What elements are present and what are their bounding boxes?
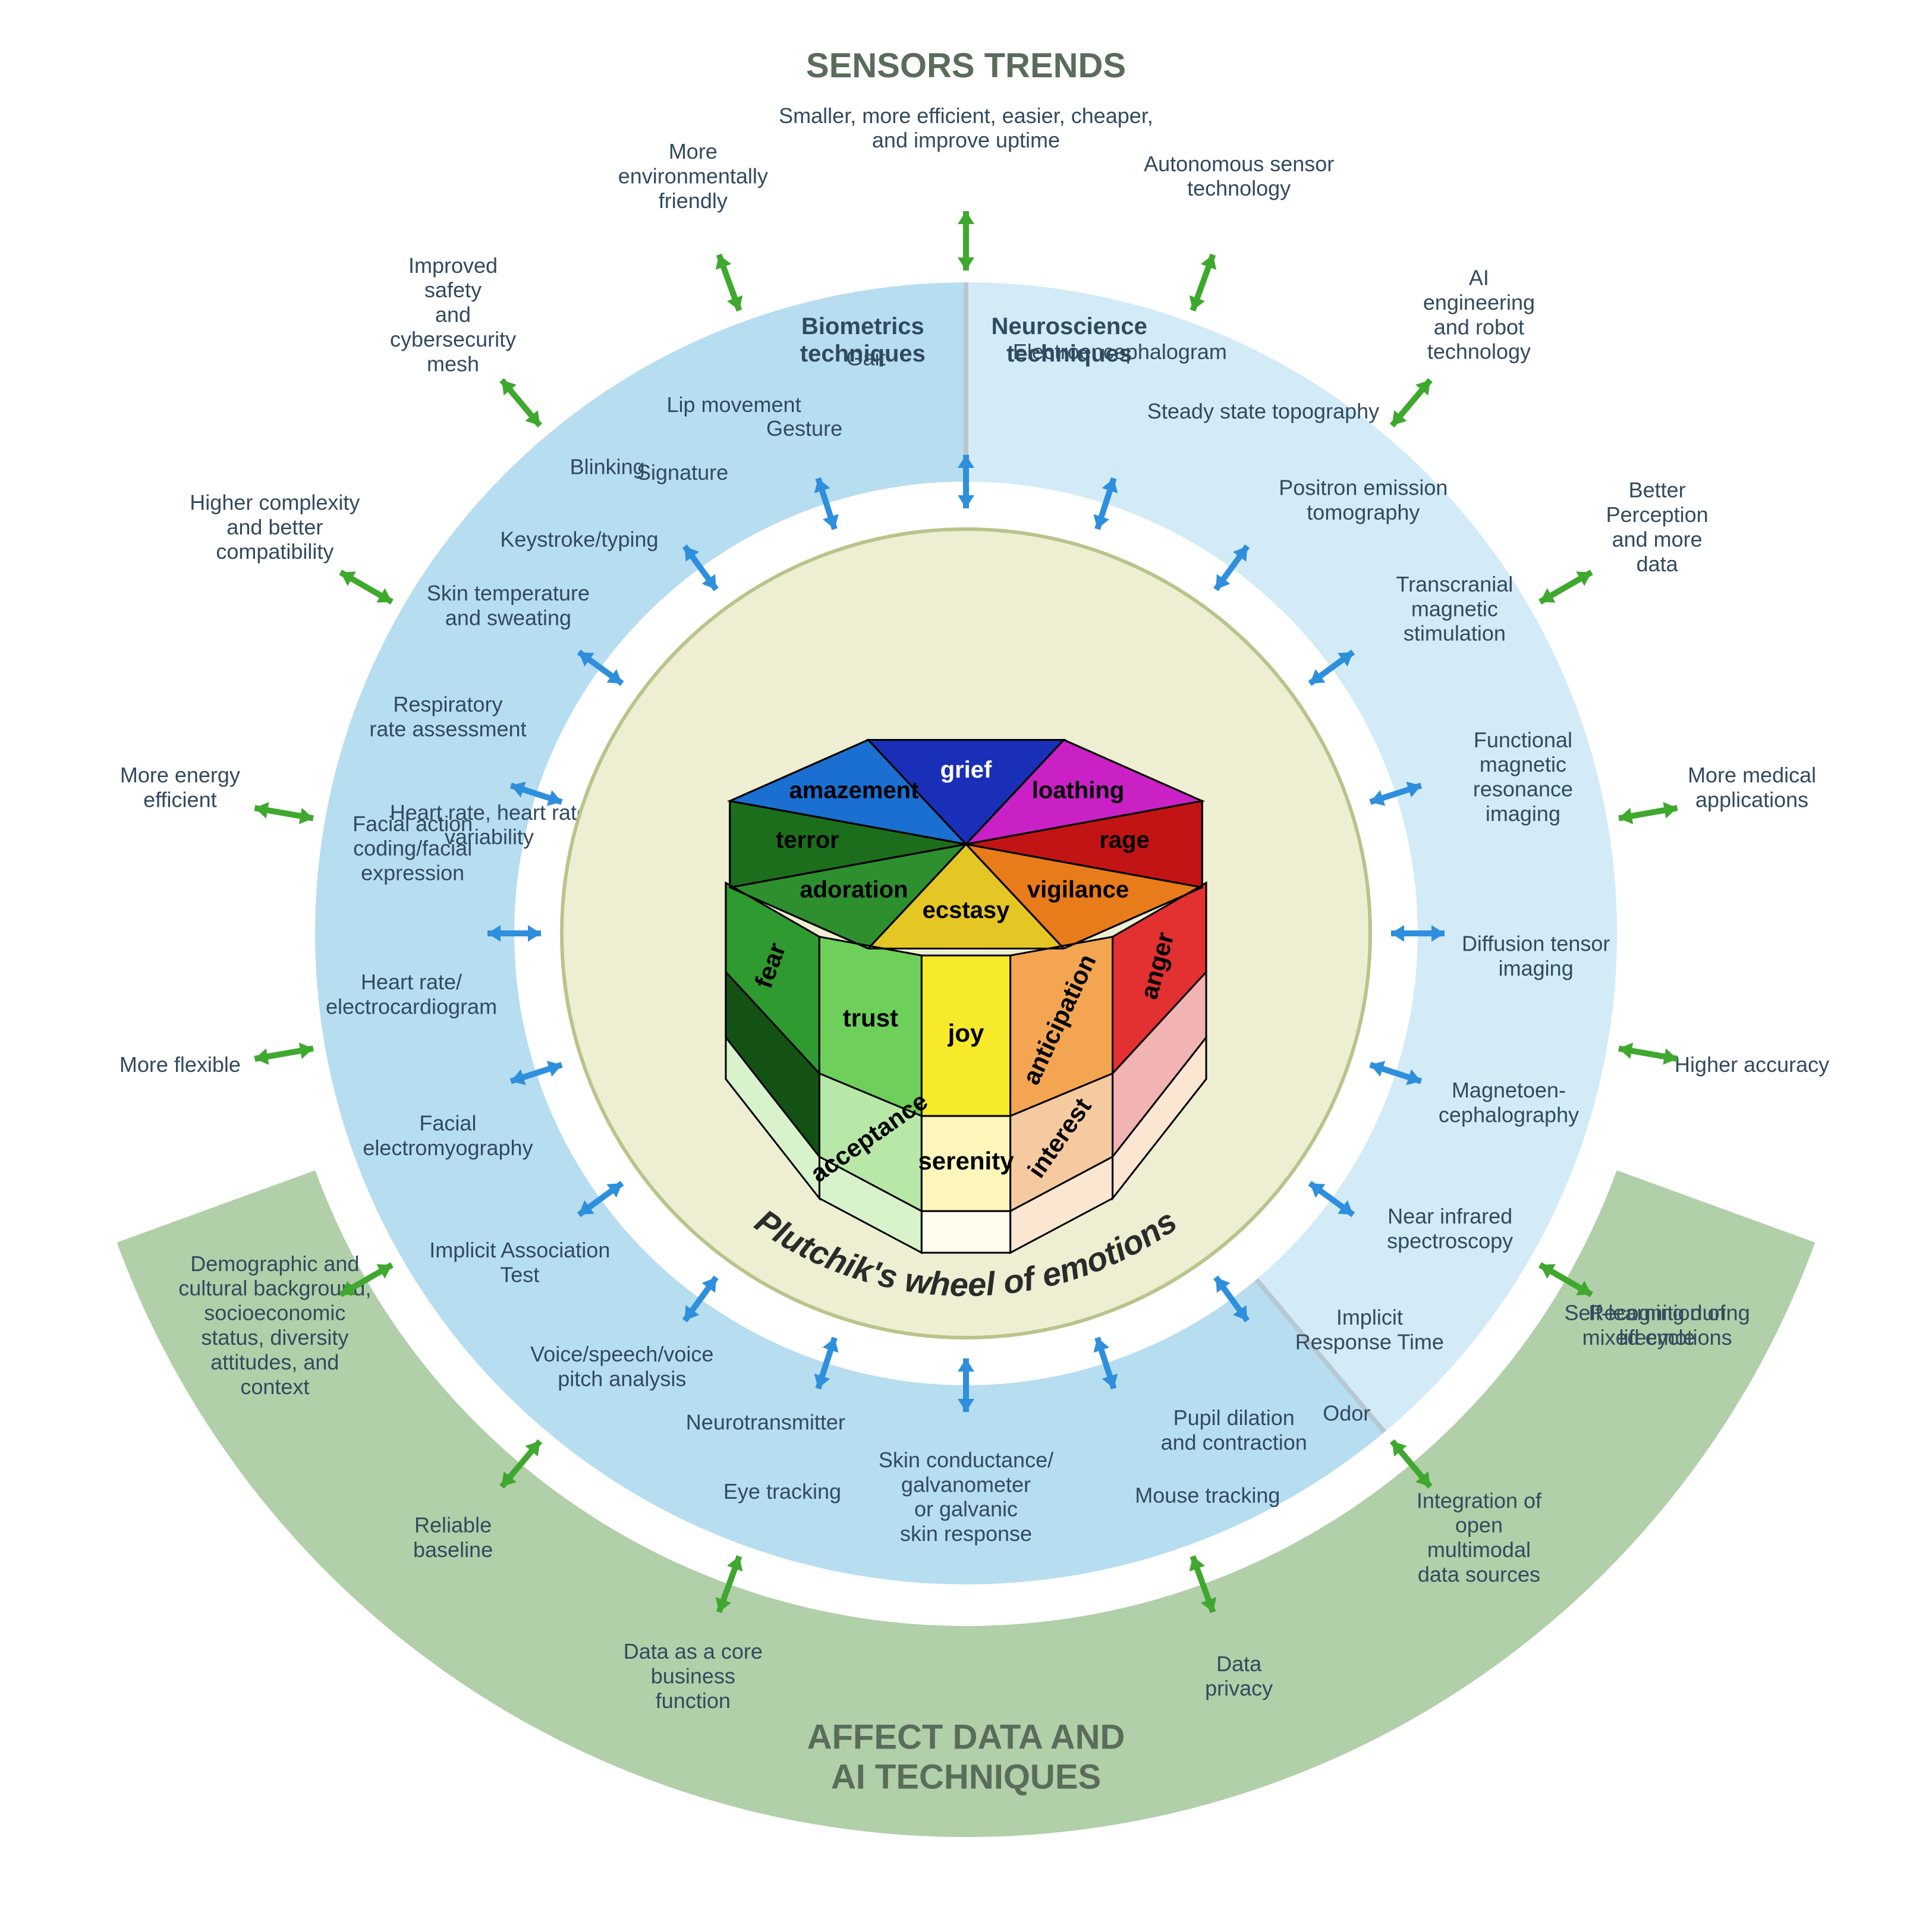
middle-ring-label: Functionalmagneticresonanceimaging: [1473, 728, 1573, 826]
middle-ring-label: Electroencephalogram: [1013, 339, 1227, 364]
middle-ring-label: Gait: [847, 346, 886, 370]
middle-ring-label: Lip movement: [666, 392, 801, 417]
emotion-base-panel: [921, 1211, 1010, 1253]
middle-ring-label: Neurotransmitter: [686, 1410, 845, 1434]
emotion-label: vigilance: [1027, 876, 1129, 902]
middle-ring-label: Magnetoen-cephalography: [1439, 1078, 1579, 1127]
green-double-arrow-icon: [711, 251, 747, 313]
green-double-arrow-icon: [958, 211, 974, 271]
outer-ring-label: Higher complexityand bettercompatibility: [190, 490, 360, 564]
emotion-label-group: trust: [843, 1004, 898, 1031]
green-double-arrow-icon: [1185, 251, 1221, 313]
middle-ring-label: Transcranialmagneticstimulation: [1396, 572, 1513, 646]
middle-ring-label: Voice/speech/voicepitch analysis: [530, 1342, 713, 1391]
middle-ring-label: Eye tracking: [723, 1479, 841, 1504]
svg-text:serenity: serenity: [918, 1147, 1014, 1175]
middle-ring-label: Steady state topography: [1147, 399, 1379, 423]
green-double-arrow-icon: [253, 800, 314, 826]
emotion-label: amazement: [789, 778, 919, 804]
middle-ring-label: Keystroke/typing: [500, 527, 658, 551]
green-double-arrow-icon: [1618, 1040, 1679, 1067]
outer-ring-label: Autonomous sensortechnology: [1144, 152, 1334, 200]
middle-ring-label: Skin temperatureand sweating: [427, 581, 590, 630]
outer-ring-label: Improvedsafetyandcybersecuritymesh: [390, 253, 516, 376]
middle-ring-label: Mouse tracking: [1135, 1483, 1280, 1507]
outer-ring-label: More flexible: [119, 1052, 241, 1077]
emotion-label: adoration: [800, 876, 908, 902]
outer-ring-label: AIengineeringand robottechnology: [1423, 265, 1535, 363]
outer-ring-label: More medicalapplications: [1688, 763, 1816, 812]
green-double-arrow-icon: [495, 375, 546, 431]
outer-ring-label: Higher accuracy: [1675, 1052, 1829, 1077]
green-double-arrow-icon: [1386, 375, 1437, 431]
emotion-label: loathing: [1032, 778, 1125, 804]
middle-ring-label: Gesture: [766, 416, 842, 441]
outer-ring-label: Reliablebaseline: [413, 1513, 493, 1562]
emotion-label-group: serenity: [918, 1147, 1014, 1175]
outer-ring-label: More energyefficient: [120, 763, 240, 812]
middle-ring-label: Pupil dilationand contraction: [1161, 1405, 1307, 1454]
emotion-label: grief: [940, 757, 992, 783]
emotion-label: ecstasy: [923, 897, 1011, 923]
outer-ring-label: Moreenvironmentallyfriendly: [618, 139, 768, 213]
middle-ring-label: Near infraredspectroscopy: [1387, 1204, 1513, 1253]
outer-ring-label: Recognition ofmixed emotions: [1582, 1301, 1732, 1350]
outer-ring-label: Smaller, more efficient, easier, cheaper…: [779, 103, 1153, 152]
middle-ring-label: Signature: [637, 460, 728, 485]
outer-ring-label: BetterPerceptionand moredata: [1606, 478, 1708, 576]
green-double-arrow-icon: [253, 1040, 314, 1067]
outer-ring-label: Integration ofopenmultimodaldata sources: [1417, 1488, 1542, 1586]
middle-ring-label: Blinking: [570, 455, 645, 479]
green-double-arrow-icon: [336, 565, 397, 609]
emotion-label: terror: [776, 827, 839, 853]
green-double-arrow-icon: [1618, 800, 1679, 826]
emotion-label: rage: [1099, 827, 1150, 853]
outer-title-top: SENSORS TRENDS: [806, 46, 1126, 85]
middle-ring-label: Odor: [1323, 1401, 1370, 1426]
svg-text:trust: trust: [843, 1004, 898, 1031]
outer-title-bottom: AFFECT DATA ANDAI TECHNIQUES: [807, 1718, 1125, 1797]
green-double-arrow-icon: [1536, 565, 1596, 609]
svg-text:joy: joy: [948, 1019, 984, 1047]
emotion-label-group: joy: [948, 1019, 984, 1047]
